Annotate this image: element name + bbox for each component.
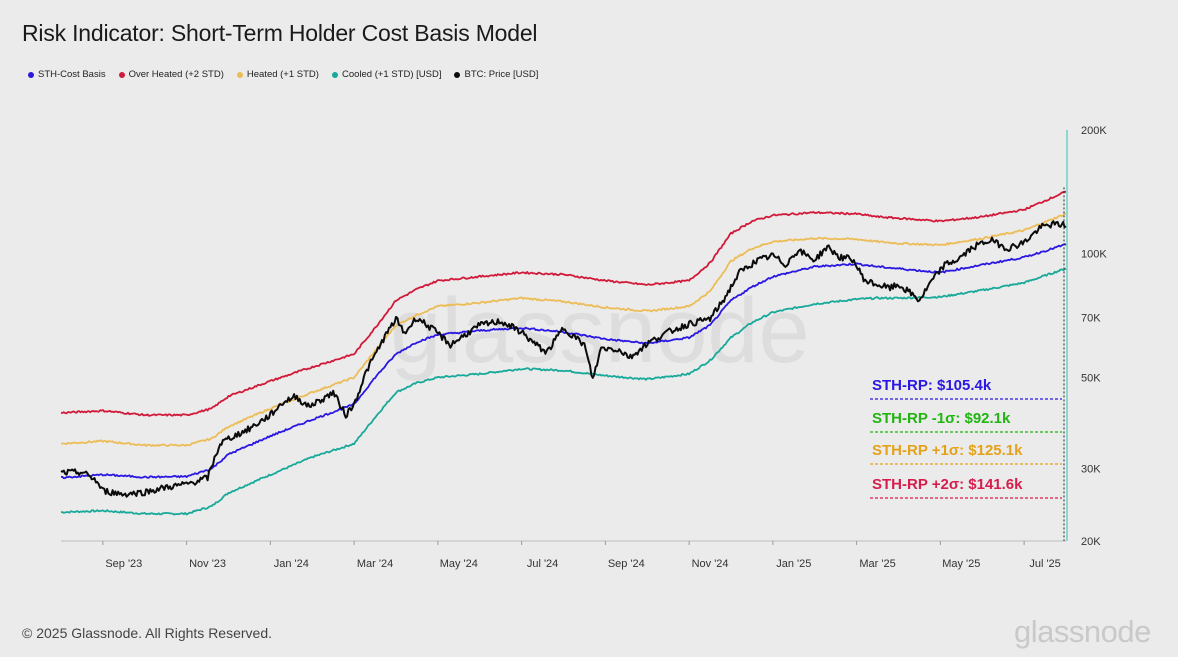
- copyright-text: © 2025 Glassnode. All Rights Reserved.: [22, 625, 273, 641]
- watermark-text: glassnode: [390, 280, 809, 382]
- series-line-btc-price-usd[interactable]: [60, 220, 1067, 498]
- legend-item-sth-cost-basis[interactable]: STH-Cost Basis: [28, 69, 106, 80]
- chart-title: Risk Indicator: Short-Term Holder Cost B…: [22, 20, 538, 46]
- legend-dot-icon: [331, 71, 338, 78]
- legend-item-heated[interactable]: Heated (+1 STD): [236, 69, 319, 80]
- legend: STH-Cost Basis Over Heated (+2 STD) Heat…: [28, 69, 538, 80]
- x-tick-label: Nov '23: [189, 558, 226, 570]
- legend-item-btc-price[interactable]: BTC: Price [USD]: [454, 69, 538, 80]
- legend-dot-icon: [236, 71, 243, 78]
- legend-label: Heated (+1 STD): [246, 69, 319, 80]
- legend-item-over-heated[interactable]: Over Heated (+2 STD): [118, 69, 224, 80]
- y-tick-label: 20K: [1081, 536, 1101, 548]
- x-tick-label: Jul '25: [1029, 558, 1060, 570]
- annotation-label: STH-RP +1σ: $125.1k: [872, 442, 1023, 459]
- x-tick-label: Sep '23: [105, 558, 142, 570]
- legend-dot-icon: [454, 71, 461, 78]
- x-tick-label: Jan '25: [776, 558, 811, 570]
- y-tick-label: 30K: [1081, 464, 1101, 476]
- legend-label: Cooled (+1 STD) [USD]: [341, 69, 442, 80]
- brand-logo: glassnode: [1014, 614, 1151, 649]
- x-tick-label: Mar '25: [859, 558, 895, 570]
- x-tick-label: May '24: [440, 558, 478, 570]
- series-line-heated-1-std[interactable]: [61, 212, 1067, 447]
- y-tick-label: 100K: [1081, 249, 1107, 261]
- y-tick-label: 50K: [1081, 372, 1101, 384]
- series-line-cooled-1-std-usd[interactable]: [60, 267, 1067, 516]
- series-line-sth-cost-basis[interactable]: [61, 243, 1067, 480]
- legend-item-cooled[interactable]: Cooled (+1 STD) [USD]: [331, 69, 442, 80]
- x-tick-label: Nov '24: [692, 558, 729, 570]
- legend-label: BTC: Price [USD]: [464, 69, 539, 80]
- series-line-over-heated-2-std[interactable]: [60, 190, 1066, 417]
- y-tick-label: 70K: [1081, 312, 1101, 324]
- y-tick-label: 200K: [1081, 125, 1107, 137]
- chart-plot[interactable]: glassnode Sep '23 Nov '23 Jan '24 Mar '24 Ma…: [0, 0, 1178, 600]
- annotation-label: STH-RP +2σ: $141.6k: [872, 476, 1023, 493]
- legend-label: STH-Cost Basis: [38, 69, 106, 80]
- x-tick-label: May '25: [942, 558, 980, 570]
- legend-dot-icon: [118, 71, 125, 78]
- annotation-label: STH-RP -1σ: $92.1k: [872, 410, 1011, 427]
- legend-label: Over Heated (+2 STD): [128, 69, 224, 80]
- legend-dot-icon: [28, 71, 34, 78]
- x-tick-label: Jan '24: [274, 558, 309, 570]
- x-tick-label: Jul '24: [527, 558, 558, 570]
- annotation-label: STH-RP: $105.4k: [872, 377, 992, 394]
- x-tick-label: Sep '24: [608, 558, 645, 570]
- x-tick-label: Mar '24: [357, 558, 393, 570]
